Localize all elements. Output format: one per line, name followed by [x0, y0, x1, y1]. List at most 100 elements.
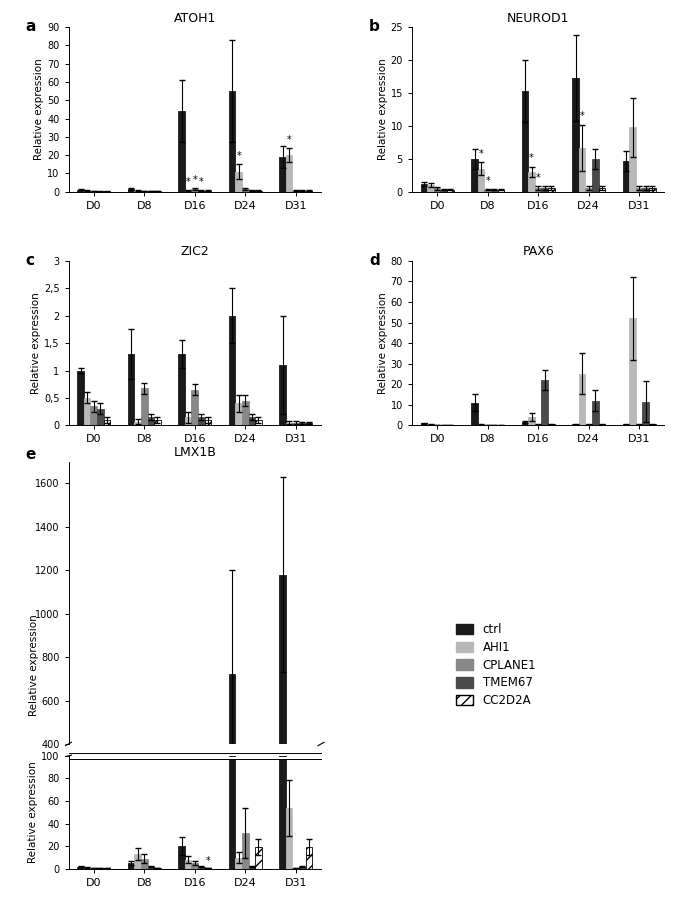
Bar [579, 374, 586, 425]
Title: NEUROD1: NEUROD1 [507, 12, 569, 24]
Bar [192, 863, 198, 869]
Bar [178, 111, 185, 192]
Bar [236, 829, 242, 831]
Bar [299, 867, 306, 869]
Bar [192, 390, 198, 425]
Bar [185, 417, 192, 425]
Bar [178, 846, 185, 869]
Text: e: e [25, 447, 36, 462]
Bar [286, 155, 292, 192]
Text: d: d [369, 252, 379, 268]
Bar [630, 319, 636, 425]
Bar [636, 424, 643, 425]
Bar [427, 186, 434, 192]
Bar [249, 417, 255, 425]
Bar [185, 860, 192, 869]
Bar [185, 829, 192, 831]
Bar [236, 404, 242, 425]
Bar [286, 423, 292, 425]
Bar [249, 191, 255, 192]
Bar [306, 423, 312, 425]
Bar [572, 78, 579, 192]
Title: ZIC2: ZIC2 [180, 245, 209, 258]
Text: *: * [485, 176, 490, 186]
Bar [491, 190, 497, 192]
Bar [427, 424, 434, 425]
Bar [229, 55, 236, 869]
Bar [623, 424, 630, 425]
Text: *: * [536, 173, 540, 183]
Bar [421, 424, 427, 425]
Bar [599, 188, 605, 192]
Text: c: c [25, 252, 34, 268]
Bar [572, 424, 579, 425]
Bar [134, 422, 141, 425]
Bar [198, 867, 205, 869]
Bar [649, 188, 656, 192]
Bar [522, 423, 528, 425]
Bar [528, 172, 535, 192]
Text: *: * [206, 856, 210, 866]
Bar [128, 189, 134, 192]
Bar [478, 424, 484, 425]
Bar [134, 828, 141, 831]
Bar [255, 420, 262, 425]
Bar [229, 674, 236, 831]
Text: *: * [199, 177, 203, 187]
Bar [649, 424, 656, 425]
Bar [84, 398, 90, 425]
Bar [292, 191, 299, 192]
Bar [586, 424, 592, 425]
Bar [586, 188, 592, 192]
Text: b: b [369, 19, 380, 33]
Bar [249, 867, 255, 869]
Title: LMX1B: LMX1B [173, 446, 216, 459]
Bar [528, 417, 535, 425]
Bar [128, 830, 134, 831]
Bar [279, 575, 286, 831]
Bar [128, 863, 134, 869]
Bar [141, 829, 147, 831]
Text: *: * [530, 153, 534, 164]
Bar [548, 424, 555, 425]
Bar [192, 830, 198, 831]
Bar [141, 859, 147, 869]
Bar [541, 380, 548, 425]
Bar [255, 827, 262, 831]
Bar [242, 824, 249, 831]
Text: *: * [580, 111, 584, 121]
Text: *: * [287, 135, 292, 145]
Text: *: * [479, 148, 484, 158]
Bar [471, 158, 478, 192]
Bar [592, 158, 599, 192]
Bar [643, 402, 649, 425]
Bar [77, 370, 84, 425]
Bar [579, 148, 586, 192]
Bar [299, 423, 306, 425]
Bar [192, 189, 198, 192]
Bar [522, 91, 528, 192]
Bar [497, 190, 504, 192]
Bar [255, 191, 262, 192]
Bar [134, 191, 141, 192]
Bar [103, 420, 110, 425]
Bar [306, 847, 312, 869]
Bar [236, 858, 242, 869]
Bar [255, 847, 262, 869]
Bar [440, 190, 447, 192]
Bar [242, 833, 249, 869]
Bar [630, 128, 636, 192]
Bar [286, 819, 292, 831]
Bar [97, 409, 103, 425]
Bar [229, 91, 236, 192]
Bar [279, 365, 286, 425]
Bar [447, 190, 453, 192]
Bar [185, 191, 192, 192]
Bar [77, 190, 84, 192]
Bar [84, 191, 90, 192]
Bar [205, 191, 211, 192]
Bar [141, 191, 147, 192]
Text: *: * [186, 177, 190, 187]
Bar [178, 354, 185, 425]
Bar [90, 406, 97, 425]
